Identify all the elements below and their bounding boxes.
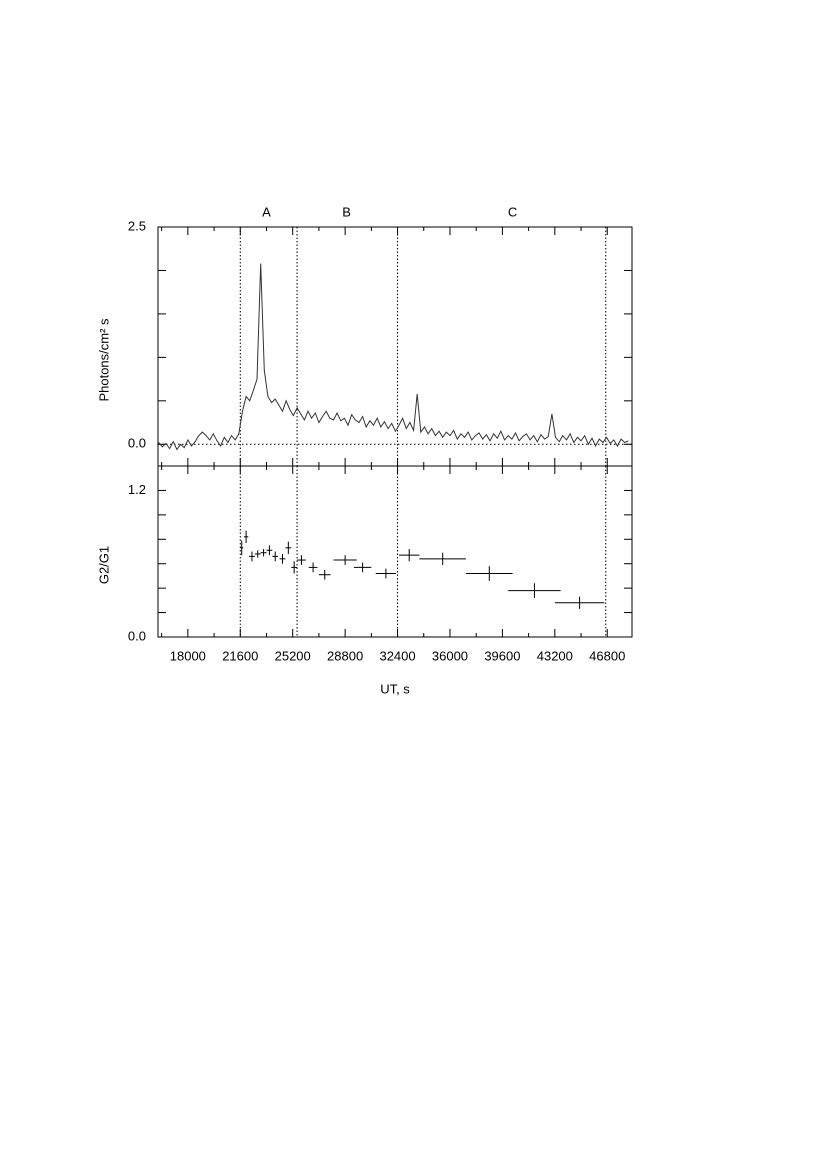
region-label: A: [262, 204, 271, 219]
y-tick-label: 0.0: [128, 628, 146, 643]
y-tick-label: 1.2: [128, 482, 146, 497]
plot-frame: [157, 465, 633, 638]
x-tick-label: 32400: [379, 648, 415, 663]
region-label: C: [508, 204, 517, 219]
x-axis-label: UT, s: [380, 681, 410, 696]
y-axis-label: G2/G1: [96, 546, 111, 584]
y-tick-label: 2.5: [128, 218, 146, 233]
x-tick-label: 43200: [537, 648, 573, 663]
x-tick-label: 28800: [327, 648, 363, 663]
y-axis-label: Photons/cm² s: [96, 318, 111, 402]
x-tick-label: 39600: [484, 648, 520, 663]
region-label: B: [342, 204, 351, 219]
x-tick-label: 36000: [432, 648, 468, 663]
x-tick-label: 18000: [170, 648, 206, 663]
x-tick-label: 46800: [589, 648, 625, 663]
y-tick-label: 0.0: [128, 436, 146, 451]
light-curve: [158, 263, 629, 451]
x-tick-label: 25200: [275, 648, 311, 663]
x-tick-label: 21600: [222, 648, 258, 663]
